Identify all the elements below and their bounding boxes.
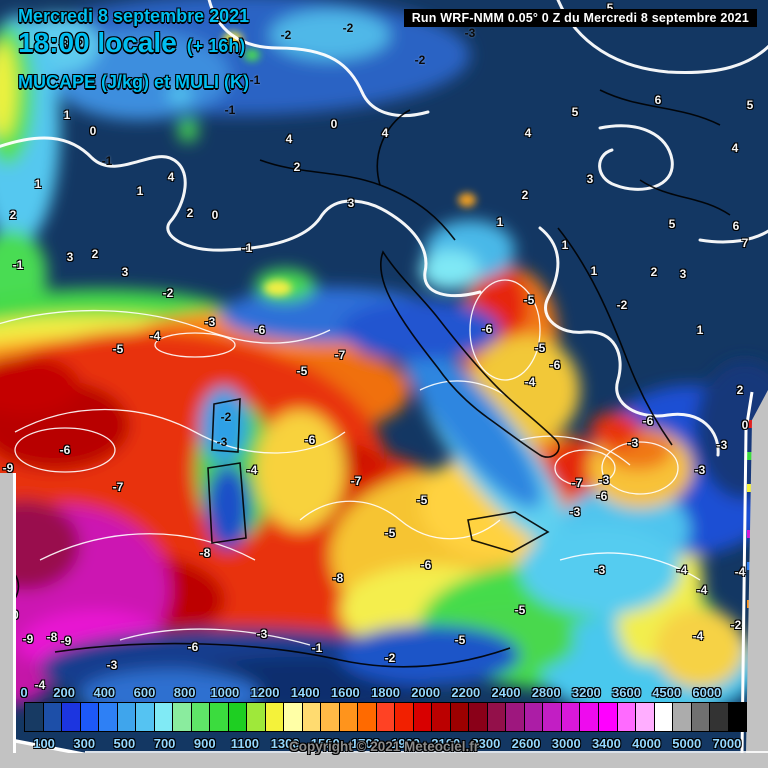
colorbar-cell <box>487 703 507 731</box>
colorbar-cell <box>598 703 618 731</box>
colorbar-cell <box>284 703 303 731</box>
colorbar-label: 1400 <box>290 685 320 700</box>
colorbar-cell <box>302 703 322 731</box>
colorbar-label: 200 <box>53 685 76 700</box>
colorbar-label: 4500 <box>652 685 682 700</box>
colorbar-cell <box>432 703 451 731</box>
colorbar-label: 2100 <box>431 736 461 751</box>
colorbar-cell <box>358 703 377 731</box>
colorbar-cell <box>191 703 211 731</box>
colorbar-label: 3000 <box>551 736 581 751</box>
colorbar-label: 100 <box>33 736 55 751</box>
colorbar-cell <box>691 703 711 731</box>
colorbar-cell <box>339 703 359 731</box>
colorbar-cell <box>673 703 692 731</box>
parameter-title: MUCAPE (J/kg) et MULI (K) <box>18 72 249 92</box>
colorbar-label: 1500 <box>310 736 340 751</box>
colorbar-cell <box>376 703 396 731</box>
colorbar-label: 400 <box>93 685 116 700</box>
colorbar-cell <box>524 703 544 731</box>
colorbar-label: 2400 <box>491 685 521 700</box>
colorbar-label: 600 <box>133 685 156 700</box>
colorbar-cell <box>636 703 655 731</box>
colorbar-label: 800 <box>173 685 196 700</box>
colorbar-cell <box>469 703 488 731</box>
colorbar-cell <box>413 703 433 731</box>
colorbar-cell <box>450 703 470 731</box>
colorbar-cell <box>654 703 674 731</box>
colorbar-cell <box>617 703 637 731</box>
colorbar-label: 2000 <box>411 685 441 700</box>
colorbar-cell <box>25 703 44 731</box>
colorbar-cell <box>728 703 747 731</box>
colorbar-label: 700 <box>153 736 176 751</box>
forecast-hour-offset: (+ 16h) <box>186 36 246 56</box>
copyright-notice: Copyright © 2021 Meteociel.fr <box>289 739 479 754</box>
model-run-info: Run WRF-NMM 0.05° 0 Z du Mercredi 8 sept… <box>403 9 757 27</box>
colorbar-label: 3600 <box>612 685 641 700</box>
colorbar-cell <box>62 703 81 731</box>
colorbar-labels-bottom: 100 300 500 700 900 1100 1300 1500 1700 1900 2100 2… <box>24 736 747 752</box>
colorbar-label: 3200 <box>571 685 601 700</box>
colorbar-label: 2300 <box>471 736 501 751</box>
colorbar-label: 4000 <box>632 736 662 751</box>
forecast-date: Mercredi 8 septembre 2021 <box>18 6 250 26</box>
colorbar-label: 1900 <box>391 736 421 751</box>
colorbar-cell <box>265 703 285 731</box>
colorbar-cell <box>395 703 414 731</box>
colorbar-cell <box>543 703 562 731</box>
colorbar-label: 1000 <box>210 685 240 700</box>
colorbar-label: 1200 <box>250 685 280 700</box>
colorbar-label: 5000 <box>672 736 702 751</box>
colorbar-cell <box>210 703 229 731</box>
colorbar-label: 1100 <box>230 736 260 751</box>
colorbar-label: 6000 <box>692 685 722 700</box>
colorbar-label: 7000 <box>712 736 742 751</box>
map-edge-left <box>0 473 16 753</box>
colorbar-label: 500 <box>113 736 136 751</box>
colorbar-labels-top: 0 200 400 600 800 1000 1200 1400 1600 1800 2000 220… <box>20 685 747 701</box>
colorbar-cell <box>80 703 100 731</box>
colorbar-label: 1800 <box>371 685 400 700</box>
colorbar-label: 2200 <box>451 685 481 700</box>
map-edge-bottom <box>0 753 768 768</box>
forecast-time: 18:00 locale (+ 16h) <box>18 27 245 59</box>
colorbar-cell <box>710 703 729 731</box>
colorbar-cell <box>173 703 192 731</box>
colorbar <box>24 702 747 732</box>
colorbar-cell <box>506 703 525 731</box>
colorbar-cell <box>117 703 137 731</box>
colorbar-label: 1700 <box>350 736 380 751</box>
colorbar-cell <box>154 703 174 731</box>
colorbar-label: 2800 <box>531 685 561 700</box>
colorbar-cell <box>136 703 155 731</box>
colorbar-label: 300 <box>73 736 96 751</box>
colorbar-cell <box>561 703 581 731</box>
colorbar-label: 2600 <box>511 736 541 751</box>
colorbar-cell <box>321 703 340 731</box>
colorbar-cell <box>247 703 266 731</box>
colorbar-cell <box>99 703 118 731</box>
colorbar-label: 1300 <box>270 736 300 751</box>
forecast-local-time: 18:00 locale <box>18 27 177 58</box>
colorbar-cell <box>228 703 248 731</box>
colorbar-label: 3400 <box>591 736 621 751</box>
colorbar-cell <box>580 703 599 731</box>
colorbar-label: 1600 <box>330 685 360 700</box>
colorbar-label: 900 <box>193 736 216 751</box>
colorbar-label: 0 <box>20 685 28 700</box>
colorbar-cell <box>43 703 63 731</box>
